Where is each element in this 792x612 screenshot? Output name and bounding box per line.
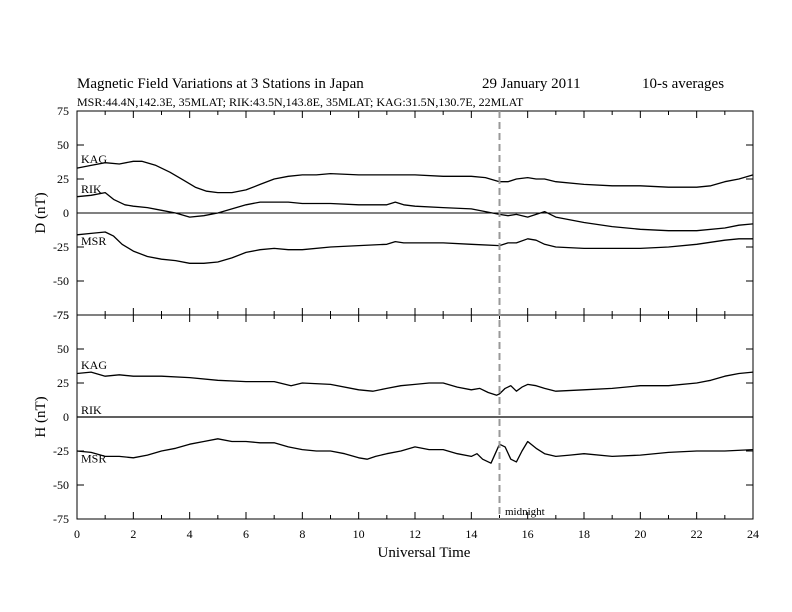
y-tick-label: 25 bbox=[57, 172, 69, 186]
chart-title: Magnetic Field Variations at 3 Stations … bbox=[77, 76, 364, 92]
x-tick-label: 14 bbox=[465, 527, 477, 541]
series-line-kag bbox=[76, 371, 754, 396]
station-coordinates: MSR:44.4N,142.3E, 35MLAT; RIK:43.5N,143.… bbox=[77, 95, 524, 109]
midnight-label: midnight bbox=[505, 506, 545, 518]
y-tick-label: -75 bbox=[53, 512, 69, 526]
series-line-kag bbox=[76, 160, 754, 194]
x-axis-label: Universal Time bbox=[378, 545, 471, 561]
x-tick-label: 6 bbox=[243, 527, 249, 541]
y-tick-label: -75 bbox=[53, 308, 69, 322]
x-tick-label: 20 bbox=[634, 527, 646, 541]
x-tick-label: 22 bbox=[691, 527, 703, 541]
y-axis-label: D (nT) bbox=[33, 192, 49, 233]
x-tick-label: 4 bbox=[187, 527, 193, 541]
y-tick-label: -25 bbox=[53, 240, 69, 254]
panels-group: -75 -50 -25 0 25 50 75 D (nT) KAG RIK MSR -75 -50 -25… bbox=[33, 104, 759, 541]
x-tick-label: 10 bbox=[353, 527, 365, 541]
chart-averaging: 10-s averages bbox=[642, 76, 724, 92]
y-tick-label: 75 bbox=[57, 104, 69, 118]
y-tick-label: 75 bbox=[57, 308, 69, 322]
series-label-kag: KAG bbox=[81, 358, 107, 372]
y-tick-label: -25 bbox=[53, 444, 69, 458]
series-line-rik bbox=[76, 191, 754, 232]
y-tick-label: 0 bbox=[63, 410, 69, 424]
series-line-msr bbox=[76, 231, 753, 264]
series-label-msr: MSR bbox=[81, 452, 106, 466]
chart-date: 29 January 2011 bbox=[482, 76, 581, 92]
y-tick-label: -50 bbox=[53, 478, 69, 492]
x-tick-label: 24 bbox=[747, 527, 759, 541]
y-axis-label: H (nT) bbox=[33, 396, 49, 437]
y-tick-label: 25 bbox=[57, 376, 69, 390]
series-line-msr bbox=[76, 438, 754, 464]
y-tick-label: -50 bbox=[53, 274, 69, 288]
series-label-msr: MSR bbox=[81, 234, 106, 248]
x-tick-label: 0 bbox=[74, 527, 80, 541]
x-tick-label: 16 bbox=[522, 527, 534, 541]
x-tick-label: 18 bbox=[578, 527, 590, 541]
series-label-kag: KAG bbox=[81, 152, 107, 166]
y-tick-label: 50 bbox=[57, 138, 69, 152]
series-label-rik: RIK bbox=[81, 403, 102, 417]
x-tick-label: 8 bbox=[299, 527, 305, 541]
y-tick-label: 50 bbox=[57, 342, 69, 356]
y-tick-label: 0 bbox=[63, 206, 69, 220]
series-label-rik: RIK bbox=[81, 182, 102, 196]
x-tick-label: 2 bbox=[130, 527, 136, 541]
x-tick-label: 12 bbox=[409, 527, 421, 541]
